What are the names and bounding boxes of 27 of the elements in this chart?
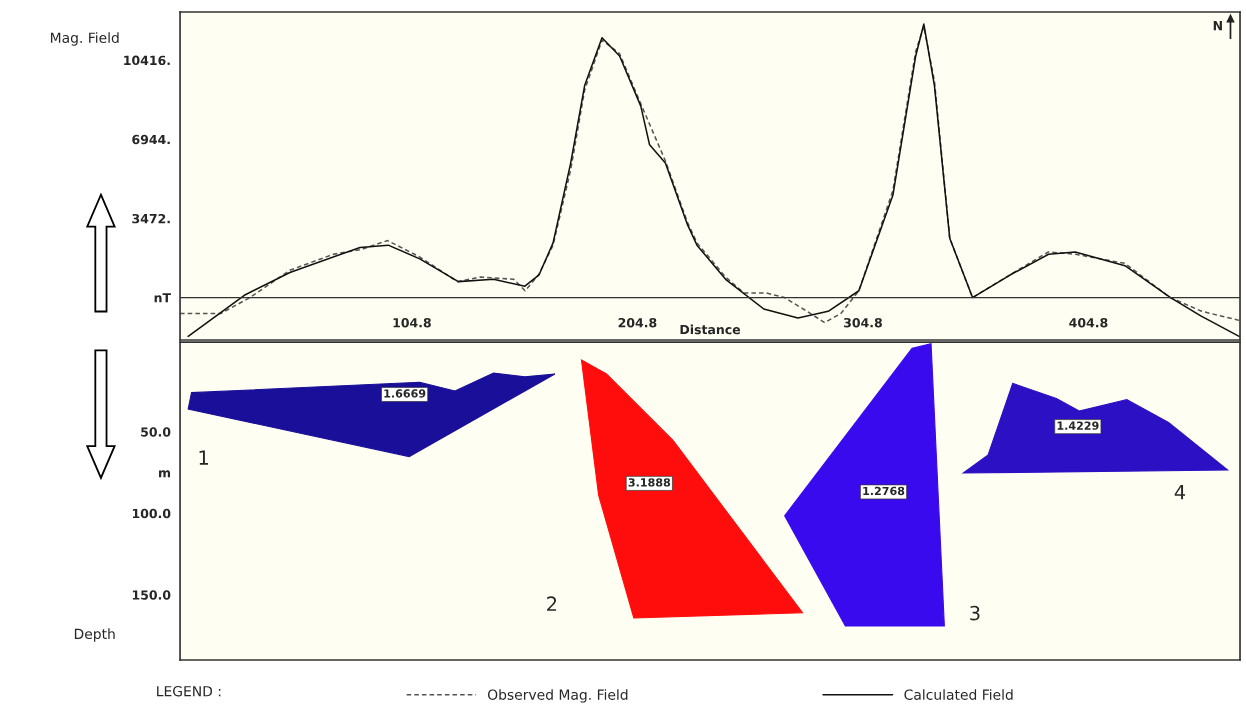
legend-label: Observed Mag. Field xyxy=(487,689,628,703)
x-tick-label: 104.8 xyxy=(393,317,431,328)
annotation: 1 xyxy=(199,450,209,465)
y-tick-label: 150.0 xyxy=(132,590,171,600)
annotation: 1.6669 xyxy=(384,389,426,398)
annotation: 3 xyxy=(970,605,980,621)
y-tick-label: 10416. xyxy=(124,55,170,66)
y-tick-label: m xyxy=(159,470,171,478)
x-tick-label: 404.8 xyxy=(1069,317,1108,328)
x-axis-title: Distance xyxy=(680,324,741,335)
legend-label: Calculated Field xyxy=(904,689,1013,700)
annotation: N xyxy=(1213,21,1222,31)
y-tick-label: 6944. xyxy=(132,134,170,145)
annotation: 2 xyxy=(547,596,557,611)
legend-title: LEGEND : xyxy=(157,685,221,697)
annotation: 4 xyxy=(1174,485,1186,500)
y-tick-label: 100.0 xyxy=(132,508,171,519)
y-tick-label: nT xyxy=(154,293,171,303)
y-tick-label: 3472. xyxy=(132,213,170,224)
y-tick-label: 50.0 xyxy=(141,427,171,437)
annotation: 3.1888 xyxy=(628,478,671,487)
y-axis-title: Depth xyxy=(74,628,115,642)
y-axis-title: Mag. Field xyxy=(50,32,119,46)
x-tick-label: 304.8 xyxy=(844,317,882,328)
annotation: 1.2768 xyxy=(863,486,905,496)
annotation: 1.4229 xyxy=(1057,421,1099,430)
x-tick-label: 204.8 xyxy=(618,317,657,328)
